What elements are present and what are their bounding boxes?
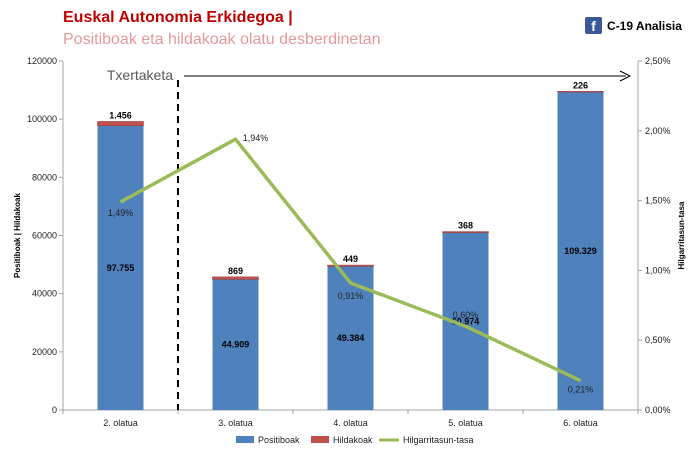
y-tick-label: 100000 bbox=[27, 114, 57, 124]
y2-tick-label: 2,00% bbox=[645, 126, 671, 136]
bar-deaths bbox=[327, 264, 374, 267]
data-label-positive: 44.909 bbox=[222, 340, 250, 350]
y2-tick-label: 2,50% bbox=[645, 56, 671, 66]
data-label-rate: 0,91% bbox=[338, 291, 364, 301]
bar-deaths bbox=[212, 276, 259, 280]
line-rate bbox=[119, 137, 582, 383]
annotation-label: Txertaketa bbox=[107, 67, 173, 83]
data-label-positive: 109.329 bbox=[564, 246, 597, 256]
data-label-rate: 0,60% bbox=[453, 310, 479, 320]
bar-positive bbox=[212, 279, 259, 410]
bar-deaths bbox=[97, 121, 144, 126]
legend-label: Positiboak bbox=[258, 435, 300, 445]
bar-positive bbox=[557, 92, 604, 411]
y-tick-label: 20000 bbox=[32, 347, 57, 357]
legend-swatch bbox=[311, 436, 329, 443]
x-tick-label: 5. olatua bbox=[448, 418, 483, 428]
bar-deaths bbox=[557, 91, 604, 93]
data-label-positive: 49.384 bbox=[337, 333, 365, 343]
y2-tick-label: 0,50% bbox=[645, 335, 671, 345]
data-label-positive: 97.755 bbox=[107, 263, 135, 273]
data-label-deaths: 869 bbox=[228, 266, 243, 276]
facebook-icon[interactable]: f bbox=[585, 17, 602, 34]
annotation-arrow-head bbox=[619, 70, 632, 82]
data-label-rate: 0,21% bbox=[568, 385, 594, 395]
y2-tick-label: 1,00% bbox=[645, 265, 671, 275]
data-label-deaths: 368 bbox=[458, 221, 473, 231]
y-axis-title: Positiboak | Hildakoak bbox=[13, 192, 22, 277]
y-tick-label: 60000 bbox=[32, 231, 57, 241]
data-label-positive: 60.974 bbox=[452, 316, 480, 326]
data-label-deaths: 449 bbox=[343, 254, 358, 264]
y2-tick-label: 1,50% bbox=[645, 196, 671, 206]
brand-text: C-19 Analisia bbox=[607, 18, 682, 33]
data-label-rate: 1,49% bbox=[108, 208, 134, 218]
legend-label: Hilgarritasun-tasa bbox=[403, 435, 474, 445]
y-tick-label: 80000 bbox=[32, 172, 57, 182]
bar-positive bbox=[97, 125, 144, 411]
legend-label: Hildakoak bbox=[333, 435, 373, 445]
chart-subtitle: Positiboak eta hildakoak olatu desberdin… bbox=[63, 31, 381, 48]
y-tick-label: 0 bbox=[52, 405, 57, 415]
bar-deaths bbox=[442, 231, 489, 233]
data-label-deaths: 1.456 bbox=[109, 110, 132, 120]
y2-axis-title: Hilgarritasun-tasa bbox=[677, 201, 686, 270]
brand[interactable]: f C-19 Analisia bbox=[585, 17, 682, 34]
x-tick-label: 6. olatua bbox=[563, 418, 598, 428]
y-tick-label: 120000 bbox=[27, 56, 57, 66]
y-tick-label: 40000 bbox=[32, 289, 57, 299]
legend-swatch bbox=[236, 436, 254, 443]
data-label-rate: 1,94% bbox=[243, 133, 269, 143]
y2-tick-label: 0,00% bbox=[645, 405, 671, 415]
x-tick-label: 3. olatua bbox=[218, 418, 253, 428]
data-label-deaths: 226 bbox=[573, 80, 588, 90]
x-tick-label: 4. olatua bbox=[333, 418, 368, 428]
x-tick-label: 2. olatua bbox=[103, 418, 138, 428]
chart-title: Euskal Autonomia Erkidegoa | bbox=[63, 9, 293, 26]
